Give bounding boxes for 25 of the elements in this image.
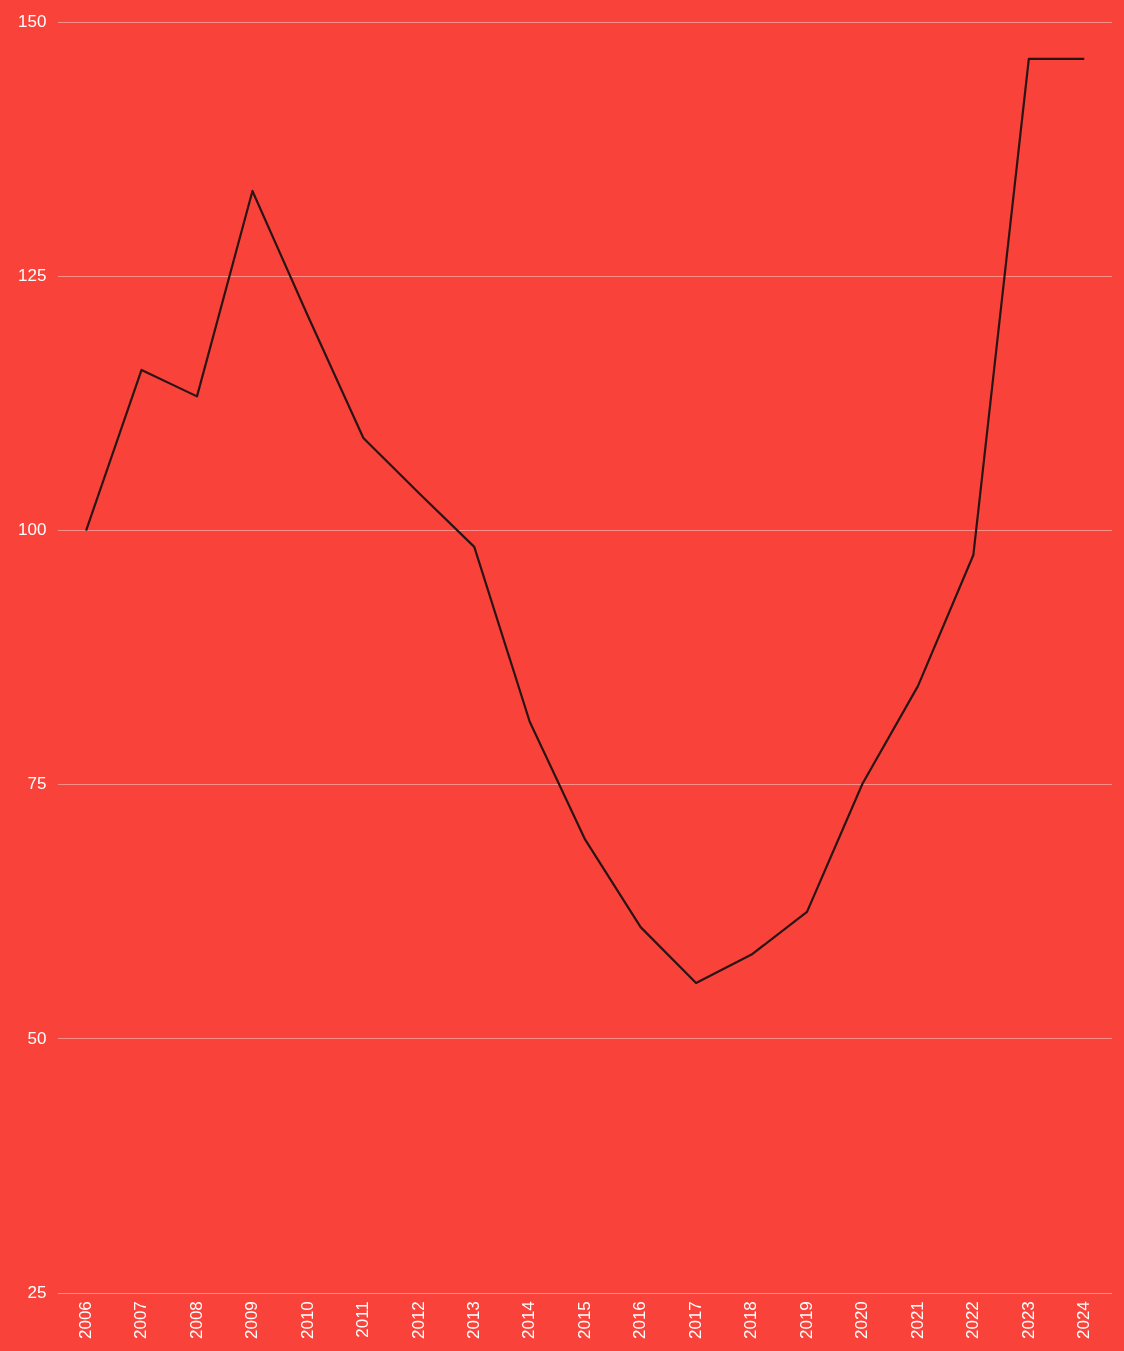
x-tick-label: 2008 (186, 1301, 206, 1340)
x-tick-label: 2022 (963, 1301, 983, 1340)
x-tick-label: 2020 (852, 1301, 872, 1340)
x-tick-label: 2010 (297, 1301, 317, 1340)
y-tick-label: 50 (27, 1028, 47, 1048)
y-tick-label: 150 (17, 11, 47, 31)
y-tick-label: 125 (17, 266, 47, 286)
x-tick-label: 2023 (1018, 1301, 1038, 1340)
x-tick-label: 2009 (242, 1301, 262, 1340)
x-tick-label: 2017 (685, 1301, 705, 1340)
y-tick-label: 100 (17, 520, 47, 540)
y-tick-label: 25 (27, 1282, 47, 1302)
x-tick-label: 2012 (408, 1301, 428, 1340)
x-tick-label: 2011 (353, 1301, 373, 1338)
x-tick-label: 2014 (519, 1301, 539, 1340)
y-tick-label: 75 (27, 774, 47, 794)
x-tick-label: 2016 (630, 1301, 650, 1340)
x-tick-label: 2024 (1073, 1301, 1093, 1340)
x-tick-label: 2006 (75, 1301, 95, 1340)
x-tick-label: 2015 (574, 1301, 594, 1340)
x-tick-label: 2018 (741, 1301, 761, 1340)
x-tick-label: 2007 (131, 1301, 151, 1340)
x-tick-label: 2021 (907, 1301, 927, 1340)
x-tick-label: 2019 (796, 1301, 816, 1340)
x-tick-label: 2013 (463, 1301, 483, 1340)
